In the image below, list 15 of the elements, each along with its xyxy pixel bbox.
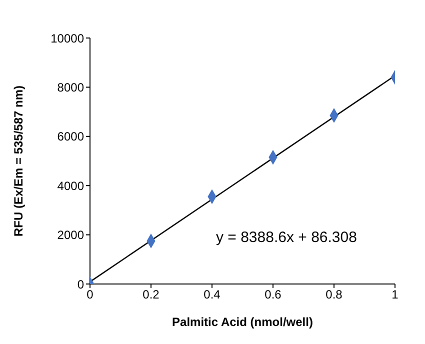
x-tick-label: 0.2 <box>142 288 160 302</box>
x-tick-label: 1 <box>392 288 399 302</box>
y-tick-label: 8000 <box>57 80 84 94</box>
x-tick-label: 0 <box>86 288 94 302</box>
y-tick-label: 4000 <box>57 178 84 193</box>
y-tick-label: 2000 <box>57 228 84 242</box>
x-tick-label: 0.6 <box>264 288 282 302</box>
x-tick-label: 0.4 <box>204 288 221 302</box>
x-tick-label: 0.8 <box>326 288 343 302</box>
x-axis-title: Palmitic Acid (nmol/well) <box>172 315 313 329</box>
annotation: y = 8388.6x + 86.308 <box>216 229 357 246</box>
y-tick-label: 10000 <box>50 31 84 46</box>
y-tick-label: 0 <box>77 277 84 292</box>
y-tick-label: 6000 <box>57 130 84 144</box>
y-axis-title: RFU (Ex/Em = 535/587 nm) <box>11 85 26 237</box>
